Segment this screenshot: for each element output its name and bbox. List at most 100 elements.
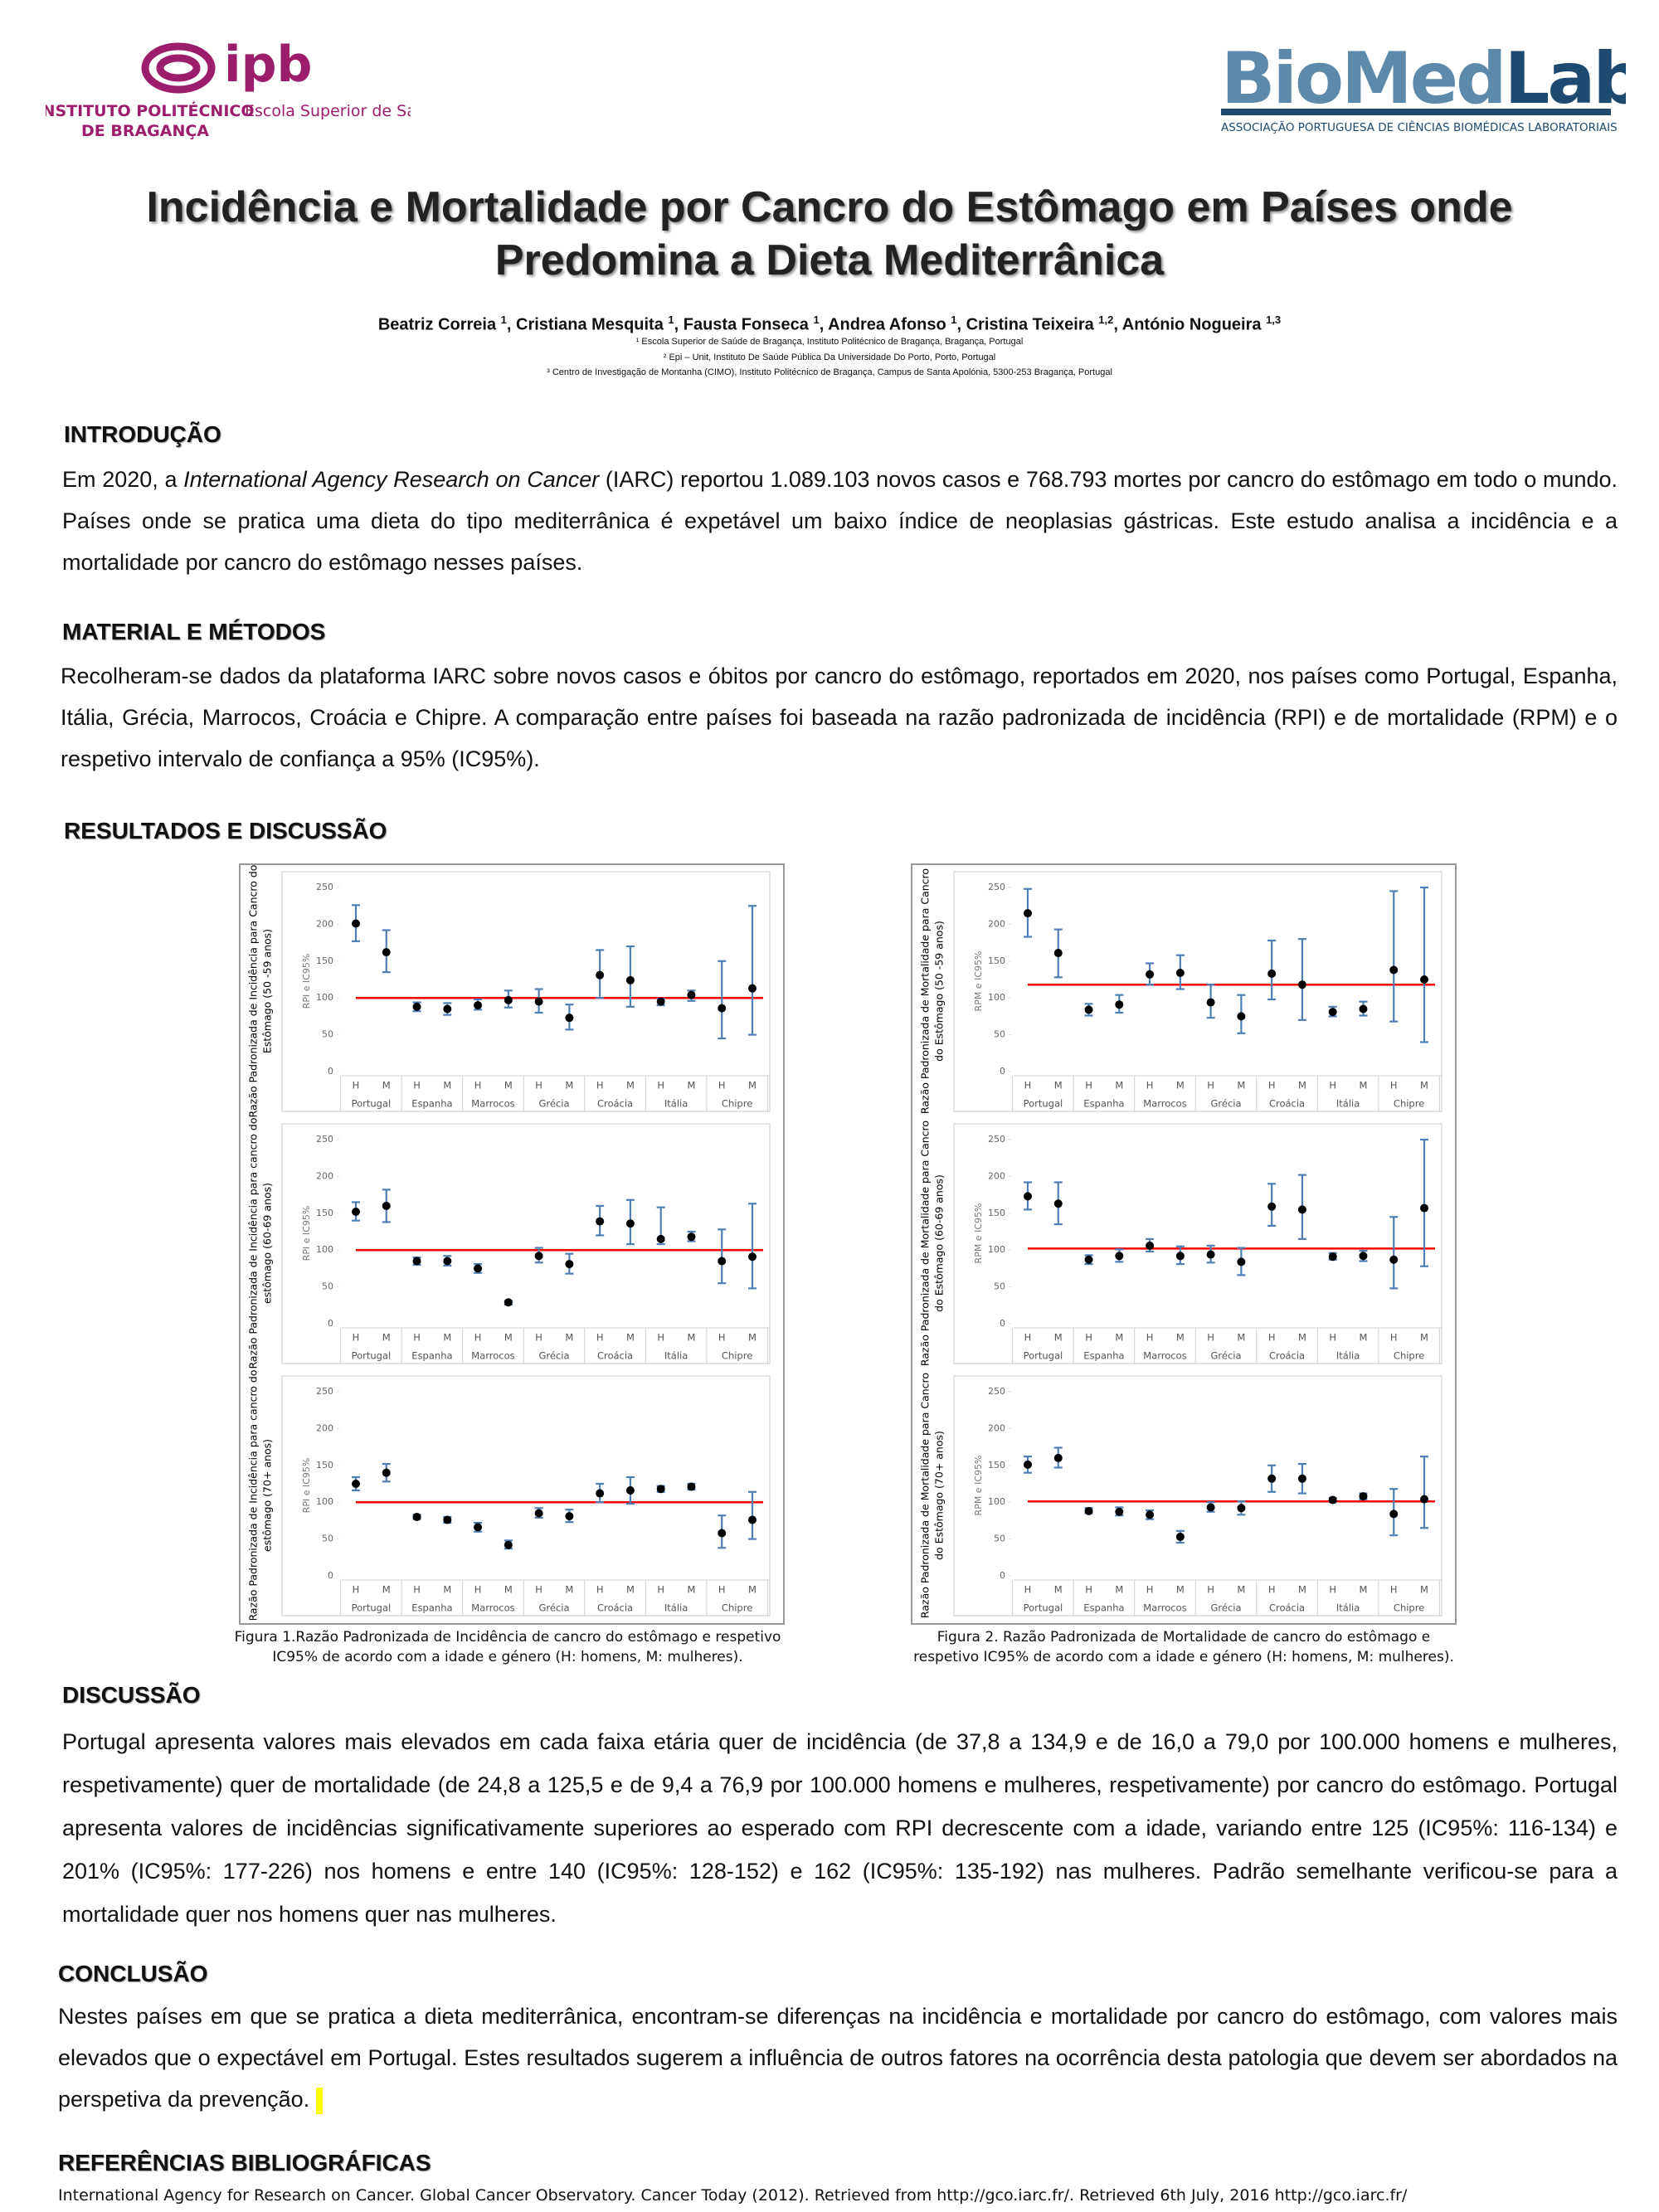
intro-text: Em 2020, a International Agency Research… [62, 459, 1618, 583]
author: , António Nogueira [1113, 315, 1267, 334]
text: (IARC) reportou 1.089.103 novos casos e … [62, 467, 1618, 575]
title-line: Predomina a Dieta Mediterrânica [494, 236, 1165, 284]
brand-sub: ASSOCIAÇÃO PORTUGUESA DE CIÊNCIAS BIOMÉD… [1221, 119, 1618, 134]
data-point [1359, 1492, 1368, 1501]
data-point [687, 1482, 696, 1491]
data-point [1267, 1474, 1277, 1483]
x-tick-label: M [504, 1332, 513, 1344]
x-tick-label: M [687, 1332, 695, 1344]
y-tick-label: 0 [328, 1066, 333, 1077]
y-tick-label: 50 [322, 1029, 333, 1040]
data-point [748, 1252, 757, 1262]
group-label: Espanha [411, 1350, 452, 1362]
biomedlab-logo: BioMedLab ASSOCIAÇÃO PORTUGUESA DE CIÊNC… [1221, 37, 1626, 134]
y-tick-label: 150 [988, 1460, 1005, 1471]
data-point [1267, 1202, 1277, 1211]
x-tick-label: M [1298, 1080, 1306, 1091]
group-label: Chipre [722, 1350, 752, 1362]
chart-side-title: Razão Padronizada de Incidência para Can… [247, 865, 260, 1117]
x-tick-label: M [504, 1584, 513, 1596]
x-tick-label: M [1176, 1080, 1185, 1091]
x-tick-label: H [1268, 1584, 1276, 1596]
x-tick-label: M [443, 1332, 451, 1344]
data-point [474, 1001, 483, 1010]
x-tick-label: M [1298, 1584, 1306, 1596]
x-tick-label: M [565, 1332, 573, 1344]
data-point [1206, 998, 1215, 1007]
data-point [1389, 965, 1399, 975]
data-point [1206, 1503, 1215, 1512]
data-point [382, 948, 391, 957]
data-point [596, 1217, 605, 1226]
data-point [656, 997, 665, 1006]
group-label: Itália [1336, 1602, 1360, 1614]
x-tick-label: H [1268, 1332, 1276, 1344]
data-point [1175, 1252, 1185, 1261]
y-axis-label: RPI e IC95% [301, 1458, 312, 1514]
data-point [534, 997, 543, 1006]
x-tick-label: H [718, 1332, 726, 1344]
brand-part: Lab [1505, 37, 1626, 120]
group-label: Portugal [352, 1602, 392, 1614]
data-point [474, 1264, 483, 1273]
chart-side-title: Estômago (50 -59 anos) [261, 929, 274, 1053]
x-tick-label: H [1146, 1584, 1154, 1596]
data-point [1024, 1460, 1032, 1469]
y-tick-label: 200 [988, 1170, 1005, 1181]
plot-frame [953, 871, 1443, 1112]
data-point [687, 990, 696, 999]
data-point [352, 1480, 360, 1488]
x-tick-label: H [353, 1080, 360, 1091]
brand-part: BioMed [1221, 37, 1505, 120]
x-tick-label: M [1237, 1584, 1245, 1596]
plot-frame [281, 1123, 771, 1364]
caption-line: IC95% de acordo com a idade e género (H:… [272, 1649, 743, 1665]
data-point [1115, 1507, 1124, 1516]
x-tick-label: M [1115, 1332, 1123, 1344]
x-tick-label: M [1054, 1584, 1063, 1596]
data-point [412, 1512, 421, 1521]
data-point [504, 995, 513, 1004]
plot-frame [281, 871, 771, 1112]
y-tick-label: 100 [988, 1496, 1005, 1507]
y-tick-label: 0 [328, 1318, 333, 1329]
group-label: Croácia [597, 1350, 633, 1362]
y-tick-label: 100 [988, 1244, 1005, 1255]
data-point [1267, 969, 1277, 978]
group-label: Grécia [1210, 1602, 1241, 1614]
x-tick-label: M [748, 1332, 757, 1344]
institution-line: DE BRAGANÇA [81, 122, 209, 140]
chart-side-title: Razão Padronizada de Mortalidade para Ca… [919, 1121, 932, 1366]
ipb-text: ipb [224, 36, 312, 94]
author: Beatriz Correia [377, 315, 501, 334]
data-point [504, 1540, 513, 1549]
caption-line: Figura 1.Razão Padronizada de Incidência… [234, 1629, 781, 1646]
chart-side-title: estômago (60-69 anos) [261, 1183, 274, 1304]
x-tick-label: H [535, 1080, 542, 1091]
group-label: Chipre [1394, 1350, 1424, 1362]
x-tick-label: H [657, 1332, 664, 1344]
data-point [534, 1509, 543, 1518]
y-tick-label: 200 [988, 918, 1005, 929]
author-sup: 1,2 [1098, 314, 1114, 326]
group-label: Marrocos [1143, 1602, 1186, 1614]
data-point [1297, 1474, 1306, 1483]
group-label: Itália [664, 1350, 688, 1362]
y-tick-label: 200 [316, 918, 333, 929]
group-label: Grécia [538, 1350, 569, 1362]
x-tick-label: H [1085, 1332, 1092, 1344]
y-axis-label: RPI e IC95% [301, 1206, 312, 1262]
data-point [443, 1004, 452, 1014]
affiliation: ³ Centro de Investigação de Montanha (CI… [547, 367, 1112, 377]
group-label: Portugal [1024, 1350, 1063, 1362]
x-tick-label: H [1146, 1080, 1154, 1091]
data-point [1053, 1199, 1063, 1208]
x-tick-label: M [687, 1080, 695, 1091]
data-point [1206, 1250, 1215, 1259]
chart: Razão Padronizada de Incidência para can… [247, 1117, 771, 1369]
data-point [1146, 1510, 1155, 1519]
text: Nestes países em que se pratica a dieta … [58, 2004, 1618, 2112]
data-point [1115, 1252, 1124, 1261]
x-tick-label: H [353, 1332, 360, 1344]
group-label: Espanha [411, 1602, 452, 1614]
